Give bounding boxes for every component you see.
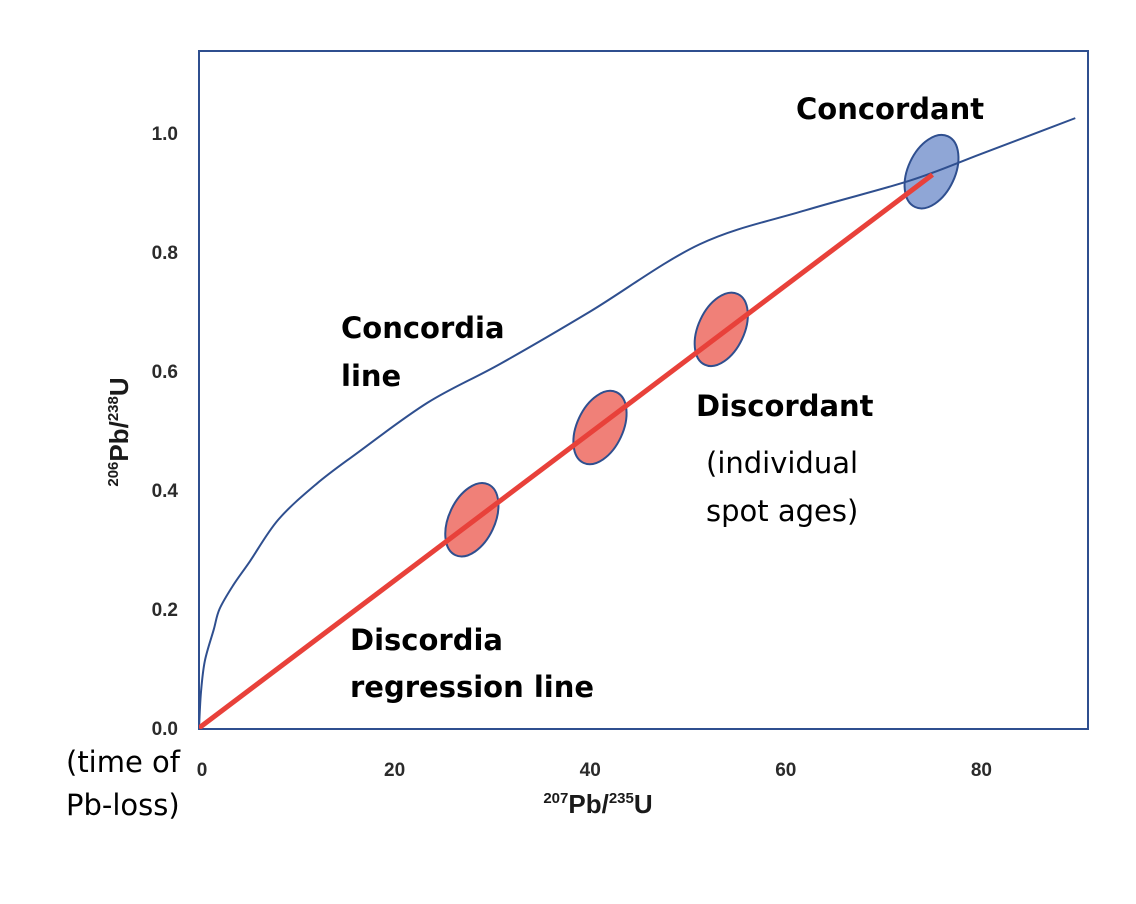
y-tick-label: 0.6 [152,362,178,383]
concordia-curve [199,117,1076,729]
annotation-pb-loss-line-2: Pb-loss) [66,788,180,822]
y-tick-label: 0.4 [152,481,179,502]
y-label-base: Pb/ [104,421,134,461]
annotation-concordant-line-1: Concordant [796,92,984,126]
y-tick-label: 0.2 [152,600,178,621]
annotation-discordia-line-2: regression line [350,670,594,704]
annotation-discordant-line-1: Discordant [696,389,874,423]
axis-ticks: 0.0 0.2 0.4 0.6 0.8 1.0 0 20 40 60 80 [152,124,992,781]
annotation-spot-ages-line-1: (individual [706,446,858,480]
annotation-discordant: Discordant [696,389,874,423]
y-axis-label: 206Pb/238U [104,377,134,486]
annotation-discordia-regression-line: Discordia regression line [350,623,594,704]
annotation-time-of-pb-loss: (time of Pb-loss) [66,745,189,822]
y-label-end: U [104,377,134,396]
x-label-base: Pb/ [568,789,608,819]
annotation-pb-loss-line-1: (time of [66,745,181,779]
annotation-concordant: Concordant [796,92,984,126]
x-label-end: U [634,789,653,819]
x-label-sup-2: 235 [609,790,634,807]
annotation-concordia-line-1: Concordia [341,311,505,345]
y-tick-label: 0.8 [152,243,178,264]
annotation-concordia-line: Concordia line [341,311,515,393]
x-tick-label: 0 [197,760,208,781]
y-label-sup-2: 238 [105,396,122,421]
x-tick-label: 80 [971,760,992,781]
discordant-spot-3 [693,291,749,368]
y-label-sup-1: 206 [105,462,122,487]
x-label-sup-1: 207 [543,790,568,807]
y-tick-label: 1.0 [152,124,178,145]
discordia-regression-line [199,172,935,729]
x-tick-label: 40 [580,760,601,781]
x-axis-label: 207Pb/235U [543,789,652,819]
annotation-spot-ages-line-2: spot ages) [706,494,858,528]
y-tick-label: 0.0 [152,719,178,740]
plot-marks [199,117,1076,729]
annotation-concordia-line-2: line [341,359,401,393]
plot-area [198,50,1089,730]
x-tick-label: 60 [775,760,796,781]
x-tick-label: 20 [384,760,405,781]
annotation-discordia-line-1: Discordia [350,623,503,657]
concordant-spot [903,133,960,210]
annotation-spot-ages: (individual spot ages) [706,446,867,528]
